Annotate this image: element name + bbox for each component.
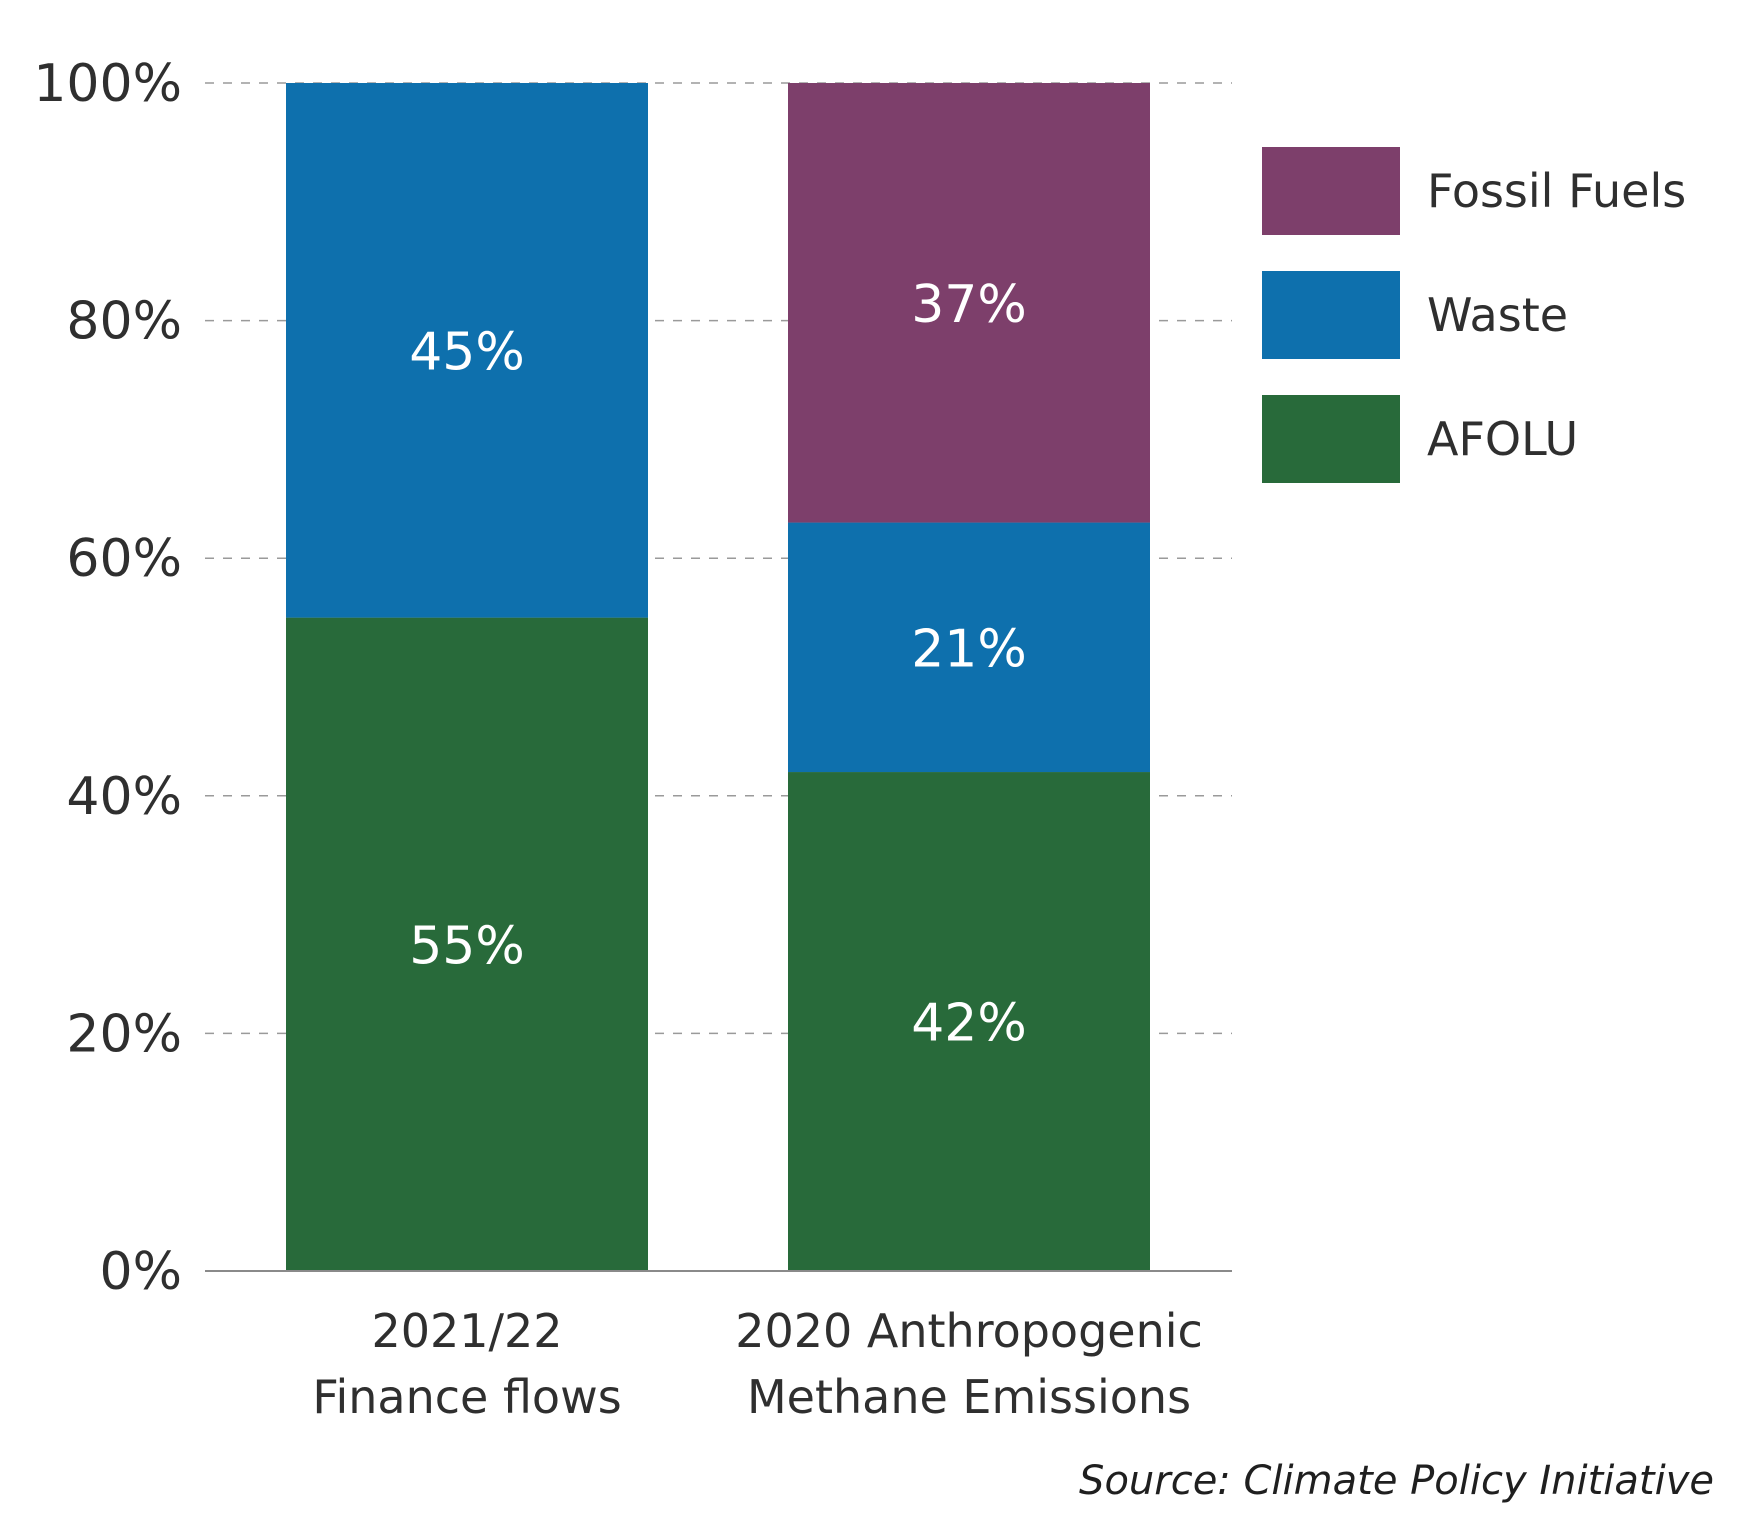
legend-label: Fossil Fuels	[1427, 164, 1686, 218]
bar-segment-afolu	[788, 772, 1150, 1271]
bar-segment-waste	[788, 522, 1150, 773]
data-label: 21%	[911, 619, 1027, 679]
category-label: 2021/22	[371, 1304, 562, 1358]
y-tick-label: 60%	[66, 529, 182, 589]
legend: Fossil Fuels Waste AFOLU	[1262, 147, 1686, 483]
bar-segment-waste	[286, 83, 648, 618]
y-tick-label: 80%	[66, 292, 182, 352]
data-label: 42%	[911, 994, 1027, 1054]
axes: 0% 20% 40% 60% 80% 100% 2021/22 Finance flows 20…	[33, 54, 1232, 1424]
bars	[286, 83, 1150, 1271]
legend-swatch-fossil-fuels	[1262, 147, 1400, 235]
data-label: 45%	[409, 322, 525, 382]
data-label: 55%	[409, 916, 525, 976]
legend-swatch-waste	[1262, 271, 1400, 359]
category-label: Methane Emissions	[747, 1370, 1191, 1424]
legend-swatch-afolu	[1262, 395, 1400, 483]
bar-segment-afolu	[286, 617, 648, 1271]
data-labels: 55% 45% 42% 21% 37%	[409, 275, 1027, 1054]
bar-segment-fossil-fuels	[788, 83, 1150, 523]
category-label: 2020 Anthropogenic	[735, 1304, 1203, 1358]
category-label: Finance flows	[312, 1370, 621, 1424]
source-note: Source: Climate Policy Initiative	[1079, 1458, 1714, 1504]
legend-label: AFOLU	[1427, 412, 1578, 466]
y-tick-label: 0%	[100, 1242, 183, 1302]
data-label: 37%	[911, 275, 1027, 335]
y-tick-label: 20%	[66, 1004, 182, 1064]
y-tick-label: 100%	[33, 54, 182, 114]
legend-label: Waste	[1427, 288, 1568, 342]
y-tick-label: 40%	[66, 767, 182, 827]
